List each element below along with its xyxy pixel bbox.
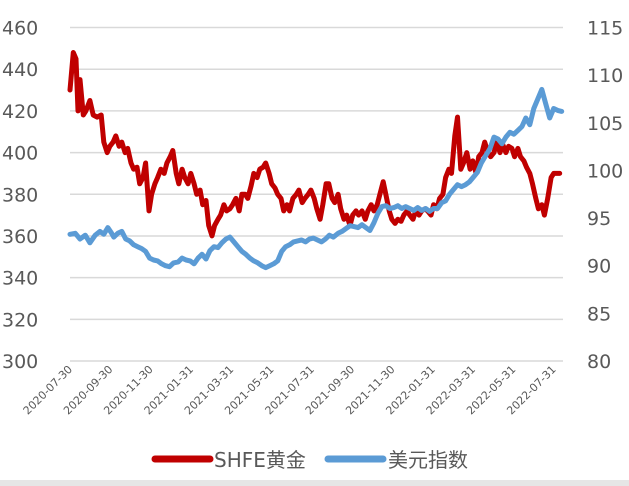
right-y-tick-label: 100 [587,160,623,182]
left-y-tick-label: 360 [2,226,38,248]
usd-index-line [67,86,565,271]
legend-label-usd-index: 美元指数 [388,448,468,472]
gridlines [70,26,563,362]
right-y-tick-label: 110 [587,65,623,87]
left-y-tick-label: 340 [2,268,38,290]
left-y-tick-label: 460 [2,18,38,40]
right-y-axis: 80 85 90 95 100 105 110 115 [587,18,623,374]
left-y-axis: 300 320 340 360 380 400 420 440 460 [2,18,38,374]
right-y-tick-label: 80 [587,351,611,373]
legend-label-shfe-gold: SHFE黄金 [214,448,306,472]
left-y-tick-label: 380 [2,184,38,206]
right-y-tick-label: 85 [587,303,611,325]
left-y-tick-label: 400 [2,143,38,165]
series-layer [67,50,565,271]
right-y-tick-label: 105 [587,113,623,135]
left-y-tick-label: 320 [2,309,38,331]
left-y-tick-label: 420 [2,101,38,123]
shfe-gold-line [67,50,563,239]
x-axis: 2020-07-302020-09-302020-11-302021-01-31… [21,363,559,417]
right-y-tick-label: 90 [587,256,611,278]
left-y-tick-label: 300 [2,351,38,373]
left-y-tick-label: 440 [2,59,38,81]
legend: SHFE黄金 美元指数 [151,448,468,472]
right-y-tick-label: 95 [587,208,611,230]
bottom-border [0,480,629,486]
right-y-tick-label: 115 [587,18,623,40]
